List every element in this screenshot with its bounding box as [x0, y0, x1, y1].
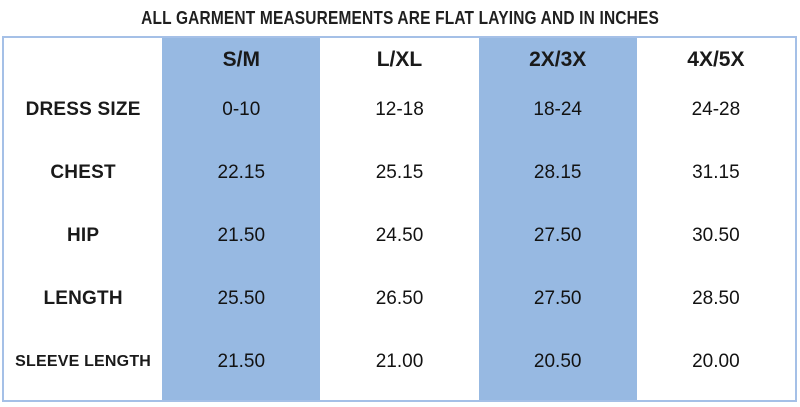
cell-sleeve-length-sm: 21.50 — [162, 337, 321, 400]
cell-length-4x5x: 28.50 — [692, 287, 740, 309]
cell-length-sm: 25.50 — [162, 274, 321, 338]
cell-hip-sm: 21.50 — [162, 211, 321, 275]
cell-chest-sm: 22.15 — [162, 148, 321, 212]
row-label-dress-size: DRESS SIZE — [25, 99, 141, 121]
cell-sleeve-length-2x3x: 20.50 — [478, 337, 637, 400]
cell-length-lxl: 26.50 — [375, 287, 424, 309]
cell-hip-4x5x: 30.50 — [692, 224, 740, 246]
cell-chest-4x5x: 31.15 — [692, 162, 740, 184]
cell-dress-size-sm: 0-10 — [162, 86, 321, 149]
cell-dress-size-4x5x: 24-28 — [691, 99, 741, 121]
row-label-sleeve-length: SLEEVE LENGTH — [15, 352, 152, 370]
cell-sleeve-length-lxl: 21.00 — [375, 350, 424, 372]
size-chart-table: S/M L/XL 2X/3X 4X/5X DRESS SIZE 0-10 12-… — [2, 36, 797, 402]
column-header-4x5x: 4X/5X — [687, 48, 745, 71]
row-label-hip: HIP — [66, 224, 100, 246]
row-label-length: LENGTH — [43, 287, 123, 309]
column-header-lxl: L/XL — [376, 48, 423, 71]
page-title: ALL GARMENT MEASUREMENTS ARE FLAT LAYING… — [141, 8, 659, 28]
cell-dress-size-2x3x: 18-24 — [478, 86, 637, 149]
header-corner-cell — [4, 38, 162, 86]
column-header-sm: S/M — [162, 38, 321, 86]
row-label-chest: CHEST — [50, 162, 116, 184]
cell-chest-lxl: 25.15 — [375, 162, 424, 184]
cell-sleeve-length-4x5x: 20.00 — [692, 350, 740, 372]
cell-hip-2x3x: 27.50 — [478, 211, 637, 275]
cell-length-2x3x: 27.50 — [478, 274, 637, 338]
cell-chest-2x3x: 28.15 — [478, 148, 637, 212]
page-title-row: ALL GARMENT MEASUREMENTS ARE FLAT LAYING… — [0, 4, 800, 32]
cell-dress-size-lxl: 12-18 — [375, 99, 424, 121]
cell-hip-lxl: 24.50 — [375, 224, 424, 246]
column-header-2x3x: 2X/3X — [478, 38, 637, 86]
